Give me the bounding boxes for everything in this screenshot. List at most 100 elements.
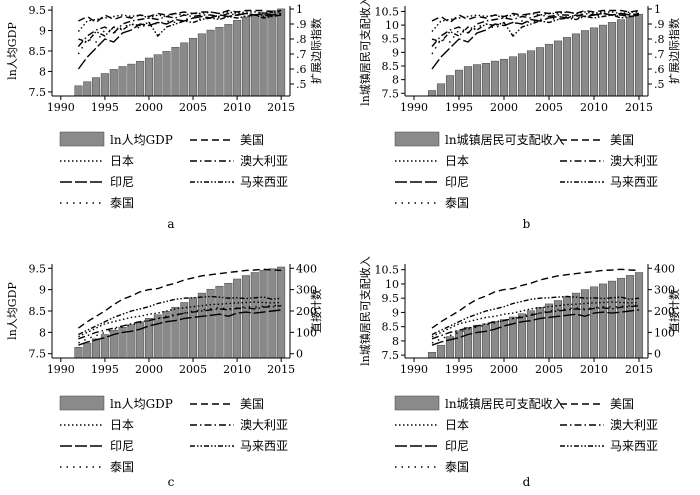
- legend-series-label: 马来西亚: [240, 175, 288, 189]
- x-tick-label: 1990: [400, 363, 428, 376]
- y2-tick-label: 100: [296, 326, 317, 339]
- y-tick-label: 7.5: [382, 87, 400, 100]
- y2-tick-label: 400: [654, 262, 675, 275]
- series-line-4: [78, 14, 282, 43]
- bar-2005: [544, 43, 554, 97]
- bar-2009: [224, 24, 233, 97]
- y-tick-label: 9.5: [29, 262, 47, 275]
- bar-2010: [233, 20, 242, 97]
- legend-series-label: 泰国: [110, 460, 134, 474]
- legend-series-label: 泰国: [445, 196, 469, 210]
- bar-1993: [436, 83, 446, 97]
- legend-series-label: 日本: [445, 418, 469, 432]
- bar-2014: [625, 275, 635, 359]
- bar-1992: [427, 90, 437, 97]
- y-tick-label: 9.5: [29, 4, 47, 17]
- y2-tick-label: .6: [654, 63, 665, 76]
- panel-caption: b: [523, 217, 531, 231]
- bar-2011: [241, 275, 250, 359]
- bar-2001: [153, 54, 162, 97]
- series-line-1: [77, 11, 282, 32]
- x-tick-label: 2015: [625, 363, 653, 376]
- legend-bar-label: ln城镇居民可支配收入: [445, 133, 565, 147]
- y2-tick-label: .5: [296, 78, 307, 91]
- bar-2012: [607, 22, 617, 97]
- bar-2005: [189, 38, 198, 97]
- y2-axis-title: 直接计数: [309, 289, 323, 333]
- bar-2006: [197, 33, 206, 97]
- bar-2009: [580, 30, 590, 97]
- bar-2004: [535, 47, 545, 97]
- y-tick-label: 7.5: [29, 86, 47, 99]
- x-tick-label: 2005: [535, 101, 563, 114]
- bar-2010: [233, 278, 242, 359]
- legend-series-label: 澳大利亚: [240, 418, 288, 432]
- series-line-3: [77, 12, 282, 70]
- bar-2013: [259, 270, 268, 359]
- y-axis-title: ln城镇居民可支配收入: [358, 0, 372, 106]
- legend-bar-swatch: [59, 395, 105, 411]
- legend-series-label: 美国: [240, 133, 264, 147]
- series-line-2: [77, 12, 282, 47]
- bar-2000: [144, 318, 153, 359]
- y-tick-label: 8.5: [382, 321, 400, 334]
- bar-2014: [268, 268, 277, 359]
- y-tick-label: 9: [39, 284, 46, 297]
- bar-2008: [571, 292, 581, 359]
- y-axis-title: ln人均GDP: [6, 22, 19, 80]
- panel-caption: a: [167, 217, 174, 231]
- bar-2012: [250, 272, 259, 359]
- legend-series-label: 美国: [610, 133, 634, 147]
- bar-1994: [445, 75, 455, 97]
- bar-2011: [598, 24, 608, 97]
- legend-bar-label: ln人均GDP: [110, 133, 173, 147]
- bar-2015: [277, 8, 286, 97]
- bar-1994: [92, 77, 101, 97]
- y2-tick-label: 1: [296, 3, 303, 16]
- legend-series-label: 日本: [110, 154, 134, 168]
- panel-c: 1990 1995 2000 2005 2010 2015 7.5 8 8.5 9 9.5 0 100 2…: [6, 262, 323, 489]
- legend-series-label: 印尼: [110, 439, 134, 453]
- bar-1998: [481, 63, 491, 97]
- bar-1999: [490, 60, 500, 97]
- legend-series-label: 马来西亚: [610, 175, 658, 189]
- bar-2011: [598, 283, 608, 359]
- legend-bar-swatch: [394, 131, 440, 147]
- y2-tick-label: 300: [296, 284, 317, 297]
- x-tick-label: 2000: [490, 363, 518, 376]
- bar-1998: [127, 324, 136, 359]
- bar-2014: [625, 16, 635, 97]
- bar-1996: [109, 69, 118, 97]
- bar-1993: [83, 81, 92, 97]
- y2-tick-label: .5: [654, 78, 665, 91]
- bar-1996: [463, 66, 473, 97]
- bar-1997: [118, 66, 127, 97]
- y-tick-label: 8.5: [29, 45, 47, 58]
- bar-2003: [526, 50, 536, 97]
- legend-series-label: 澳大利亚: [610, 154, 658, 168]
- bar-2008: [571, 33, 581, 97]
- x-tick-label: 1995: [91, 101, 119, 114]
- y2-tick-label: .9: [296, 18, 307, 31]
- bar-1998: [127, 63, 136, 97]
- bar-2012: [607, 280, 617, 359]
- series-line-0: [431, 9, 640, 24]
- series-line-3: [431, 309, 640, 346]
- x-tick-label: 2015: [625, 101, 653, 114]
- series-line-1: [431, 11, 639, 32]
- y2-tick-label: .9: [654, 18, 665, 31]
- bar-2001: [153, 314, 162, 359]
- x-tick-label: 2005: [179, 363, 207, 376]
- x-tick-label: 1995: [445, 363, 473, 376]
- bar-1999: [136, 60, 145, 97]
- bar-2004: [180, 302, 189, 359]
- legend-series-label: 美国: [610, 397, 634, 411]
- bar-1992: [427, 352, 437, 359]
- panel-d: 1990 1995 2000 2005 2010 20157.588.599.51010.…: [358, 256, 681, 489]
- series-line-2: [431, 305, 640, 340]
- bar-1998: [481, 323, 491, 359]
- x-tick-label: 2000: [490, 101, 518, 114]
